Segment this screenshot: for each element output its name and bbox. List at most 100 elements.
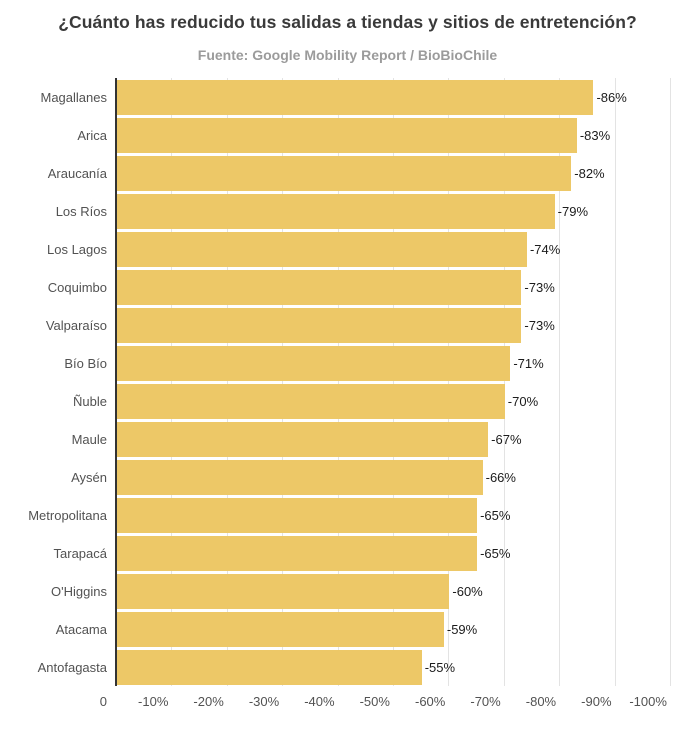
x-axis-tick: -50% (359, 693, 390, 709)
value-label: -86% (596, 89, 627, 105)
bar-magallanes[interactable] (117, 79, 594, 115)
chart-title: ¿Cuánto has reducido tus salidas a tiend… (58, 12, 637, 32)
bar-o-higgins[interactable] (117, 573, 450, 609)
gridline (559, 78, 561, 686)
x-axis-tick: -60% (414, 693, 446, 709)
bar-row: Valparaíso -73% (0, 306, 695, 344)
category-label: Araucanía (47, 165, 107, 181)
bar-track: -74% (117, 230, 695, 268)
value-label: -67% (491, 431, 522, 447)
value-label: -65% (480, 507, 511, 523)
bar-row: Los Ríos -79% (0, 192, 695, 230)
category-label: Los Ríos (55, 203, 107, 219)
bar-row: Maule -67% (0, 420, 695, 458)
bar-rows: Magallanes -86% Arica -83% Araucanía -82% Los … (0, 78, 695, 686)
bar-track: -59% (117, 610, 695, 648)
value-label: -73% (524, 279, 555, 295)
category-label: Coquimbo (47, 279, 107, 295)
bar-ays-n[interactable] (117, 459, 483, 495)
x-axis-tick: -70% (470, 693, 501, 709)
bar-track: -55% (117, 648, 695, 686)
bar-b-o-b-o[interactable] (117, 345, 511, 381)
category-label: Valparaíso (45, 317, 107, 333)
gridline (226, 78, 228, 686)
bar-track: -67% (117, 420, 695, 458)
category-label: Los Lagos (47, 241, 107, 257)
gridline (503, 78, 505, 686)
value-label: -55% (424, 659, 456, 675)
gridlines-layer (117, 78, 682, 686)
x-axis-tick: 0 (99, 693, 107, 709)
bar-track: -86% (117, 78, 695, 116)
bar-antofagasta[interactable] (117, 649, 422, 685)
value-label: -74% (529, 241, 561, 257)
category-label: O'Higgins (51, 583, 107, 599)
bar-arica[interactable] (117, 117, 577, 153)
bar-track: -73% (117, 306, 695, 344)
gridline (282, 78, 284, 686)
bar-row: Metropolitana -65% (0, 496, 695, 534)
category-label: Bío Bío (64, 355, 107, 371)
gridline (171, 78, 173, 686)
bar-tarapac-[interactable] (117, 535, 478, 571)
x-axis-tick: -40% (304, 693, 335, 709)
category-label: Aysén (71, 469, 107, 485)
value-label: -73% (524, 317, 555, 333)
gridline (337, 78, 339, 686)
bar-chart: Magallanes -86% Arica -83% Araucanía -82% Los … (0, 78, 695, 723)
gridline (393, 78, 394, 686)
category-label: Tarapacá (53, 545, 107, 561)
bar-metropolitana[interactable] (117, 497, 478, 533)
x-axis-tick: -100% (629, 693, 667, 709)
value-label: -71% (513, 355, 544, 371)
bar-atacama[interactable] (117, 611, 444, 647)
gridline (448, 78, 450, 686)
bar-row: O'Higgins -60% (0, 572, 695, 610)
category-label: Arica (77, 127, 107, 143)
value-label: -83% (579, 127, 611, 143)
category-label: Maule (71, 431, 107, 447)
bar-row: Tarapacá -65% (0, 534, 695, 572)
bar-los-r-os[interactable] (117, 193, 555, 229)
bar-valpara-so[interactable] (117, 307, 522, 343)
bar--uble[interactable] (117, 383, 505, 419)
x-axis-tick: -10% (138, 693, 169, 709)
value-label: -59% (446, 621, 478, 637)
bar-track: -73% (117, 268, 695, 306)
bar-maule[interactable] (117, 421, 489, 457)
category-label: Atacama (55, 621, 107, 637)
bar-araucan-a[interactable] (117, 155, 572, 191)
bar-coquimbo[interactable] (117, 269, 522, 305)
gridline (614, 78, 616, 686)
value-label: -70% (507, 393, 539, 409)
bar-row: Antofagasta -55% (0, 648, 695, 686)
bar-track: -65% (117, 534, 695, 572)
bar-row: Araucanía -82% (0, 154, 695, 192)
bar-track: -70% (117, 382, 695, 420)
bar-los-lagos[interactable] (117, 231, 527, 267)
value-label: -82% (574, 165, 605, 181)
x-axis-tick: -30% (248, 693, 280, 709)
value-label: -65% (480, 545, 511, 561)
bar-row: Atacama -59% (0, 610, 695, 648)
bar-track: -65% (117, 496, 695, 534)
bar-row: Bío Bío -71% (0, 344, 695, 382)
bar-track: -83% (117, 116, 695, 154)
bar-row: Ñuble -70% (0, 382, 695, 420)
value-label: -66% (485, 469, 516, 485)
x-axis-tick: -80% (525, 693, 557, 709)
bar-track: -60% (117, 572, 695, 610)
bar-track: -79% (117, 192, 695, 230)
category-label: Ñuble (73, 393, 107, 409)
category-label: Magallanes (40, 89, 108, 105)
x-axis-tick: -90% (581, 693, 612, 709)
value-label: -79% (557, 203, 589, 219)
value-label: -60% (452, 583, 483, 599)
x-axis: 0 -10% -20% -30% -40% -50% -60% -70% -80% -90% -10… (0, 686, 695, 716)
y-axis-line (115, 78, 117, 686)
category-label: Antofagasta (37, 659, 107, 675)
bar-row: Los Lagos -74% (0, 230, 695, 268)
bar-row: Coquimbo -73% (0, 268, 695, 306)
x-axis-tick: -20% (193, 693, 224, 709)
